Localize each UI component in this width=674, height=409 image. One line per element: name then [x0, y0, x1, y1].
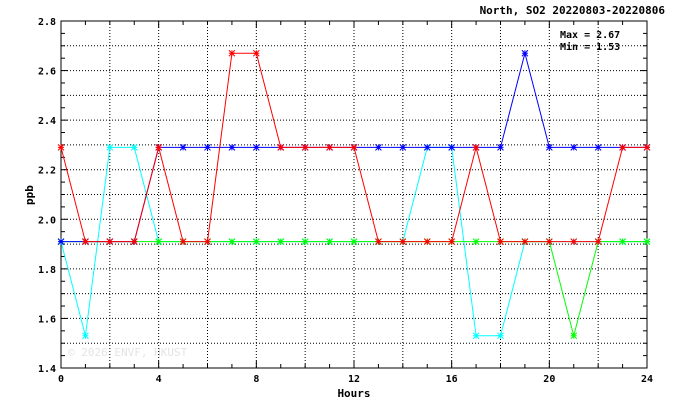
- data-point: [570, 238, 578, 245]
- data-point: [130, 238, 138, 245]
- y-tick-label: 1.8: [38, 265, 56, 276]
- data-point: [130, 144, 138, 151]
- y-axis-label: ppb: [23, 185, 36, 205]
- data-point: [497, 238, 504, 245]
- y-tick-label: 2.8: [38, 17, 56, 28]
- y-tick-label: 2.4: [38, 116, 56, 127]
- y-tick-label: 1.6: [38, 314, 56, 325]
- watermark: © 2026 ENVF, HKUST: [68, 346, 188, 359]
- data-point: [570, 332, 578, 340]
- data-point: [277, 144, 285, 151]
- data-point: [179, 144, 187, 151]
- chart-title: North, SO2 20220803-20220806: [480, 4, 666, 17]
- max-label: Max = 2.67: [560, 30, 620, 41]
- data-point: [375, 144, 382, 151]
- data-point: [155, 144, 163, 151]
- data-point: [326, 144, 333, 151]
- data-point: [570, 144, 578, 151]
- series-layer: [57, 49, 651, 340]
- series-4: [57, 49, 651, 245]
- data-point: [594, 238, 602, 245]
- x-tick-label: 20: [543, 374, 555, 385]
- x-tick-label: 24: [641, 374, 653, 385]
- data-point: [179, 238, 187, 245]
- data-point: [326, 238, 333, 245]
- data-point: [545, 238, 553, 245]
- data-point: [252, 144, 260, 151]
- data-point: [301, 238, 309, 245]
- y-tick-label: 1.4: [38, 364, 56, 375]
- data-point: [521, 49, 529, 57]
- data-point: [252, 49, 260, 57]
- data-point: [350, 144, 358, 151]
- x-tick-label: 12: [348, 374, 360, 385]
- data-point: [643, 144, 651, 151]
- x-axis-label: Hours: [337, 387, 370, 400]
- x-tick-label: 16: [446, 374, 458, 385]
- data-point: [497, 332, 504, 340]
- y-tick-label: 2.6: [38, 67, 56, 78]
- x-tick-label: 0: [58, 374, 64, 385]
- data-point: [106, 238, 114, 245]
- data-point: [155, 238, 163, 245]
- y-tick-label: 2.2: [38, 166, 56, 177]
- data-point: [375, 238, 382, 245]
- data-point: [472, 238, 480, 245]
- data-point: [643, 238, 651, 245]
- grid-lines: [61, 21, 647, 368]
- data-point: [277, 238, 285, 245]
- data-point: [228, 238, 236, 245]
- data-point: [57, 238, 65, 245]
- data-point: [301, 144, 309, 151]
- data-point: [619, 238, 626, 245]
- x-tick-label: 4: [156, 374, 162, 385]
- data-point: [448, 144, 456, 151]
- data-point: [545, 144, 553, 151]
- x-tick-label: 8: [253, 374, 259, 385]
- data-point: [204, 238, 211, 245]
- axis-ticks: 0 4 8 12 16 20 24 1.4 1.6 1.8 2.0 2.2 2.4 2.6 2.8: [38, 17, 653, 385]
- data-point: [204, 144, 211, 151]
- data-point: [497, 144, 504, 151]
- data-point: [350, 238, 358, 245]
- data-point: [106, 144, 114, 151]
- data-point: [423, 238, 431, 245]
- data-point: [82, 238, 89, 245]
- y-tick-label: 2.0: [38, 215, 56, 226]
- data-point: [472, 332, 480, 340]
- data-point: [399, 238, 407, 245]
- data-point: [228, 144, 236, 151]
- data-point: [521, 238, 529, 245]
- data-point: [619, 144, 626, 151]
- data-point: [594, 144, 602, 151]
- data-point: [82, 332, 89, 340]
- data-point: [423, 144, 431, 151]
- data-point: [228, 49, 236, 57]
- min-label: Min = 1.53: [560, 41, 620, 53]
- data-point: [252, 238, 260, 245]
- data-point: [472, 144, 480, 151]
- data-point: [57, 144, 65, 151]
- data-point: [448, 238, 456, 245]
- data-point: [399, 144, 407, 151]
